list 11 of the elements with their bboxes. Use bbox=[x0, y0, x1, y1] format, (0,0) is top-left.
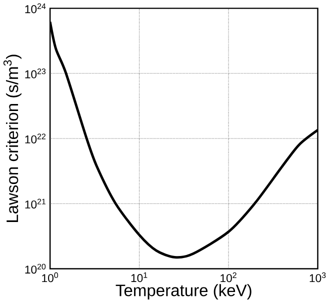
x-tick-label: 10$^{3}$ bbox=[310, 272, 326, 282]
y-tick-label: 10$^{21}$ bbox=[25, 198, 46, 209]
y-tick-label: 10$^{23}$ bbox=[25, 68, 46, 78]
x-axis-title: Temperature (keV) bbox=[116, 284, 252, 300]
y-tick-label: 10$^{20}$ bbox=[25, 264, 46, 274]
y-axis-title: Lawson criterion (s/m$^{3}$) bbox=[3, 54, 22, 222]
x-tick-label: 10$^{0}$ bbox=[42, 272, 58, 282]
y-tick-label: 10$^{24}$ bbox=[25, 3, 46, 14]
x-tick-label: 10$^{1}$ bbox=[131, 272, 148, 282]
y-tick-label: 10$^{22}$ bbox=[25, 134, 46, 144]
x-tick-label: 10$^{2}$ bbox=[220, 272, 236, 282]
